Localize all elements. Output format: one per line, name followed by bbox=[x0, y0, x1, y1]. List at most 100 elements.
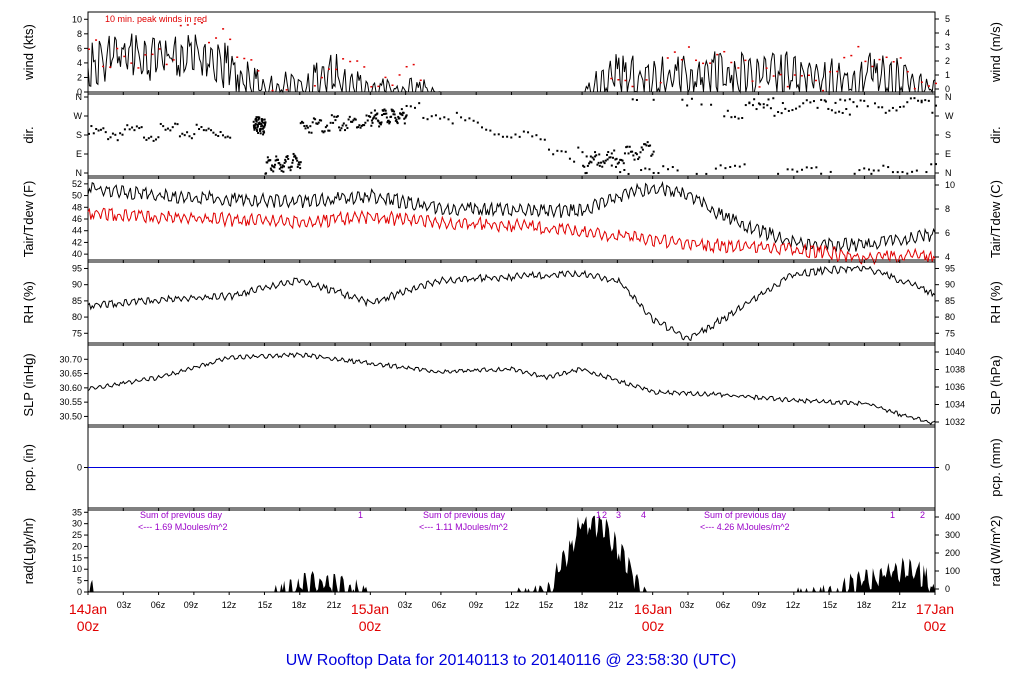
peak-wind-note: 10 min. peak winds in red bbox=[105, 14, 207, 24]
dir-point bbox=[617, 161, 620, 164]
dir-point bbox=[644, 167, 647, 170]
dir-point bbox=[777, 172, 780, 175]
dir-point bbox=[640, 146, 643, 149]
dir-point bbox=[705, 172, 708, 175]
dir-point bbox=[383, 108, 386, 111]
rad-sum-label-2: Sum of previous day bbox=[423, 510, 506, 520]
dir-point bbox=[394, 119, 397, 122]
dir-point bbox=[527, 131, 530, 134]
peak-wind-point bbox=[836, 70, 839, 73]
dir-point bbox=[291, 161, 294, 164]
dir-point bbox=[92, 132, 95, 135]
dir-point bbox=[868, 168, 871, 171]
day-label-date: 14Jan bbox=[69, 601, 107, 617]
hour-tick-label: 12z bbox=[505, 600, 520, 610]
dir-point bbox=[640, 169, 643, 172]
dir-point bbox=[157, 136, 160, 139]
hour-tick-label: 12z bbox=[786, 600, 801, 610]
dir-point bbox=[317, 121, 320, 124]
peak-wind-point bbox=[829, 71, 832, 73]
dir-point bbox=[815, 166, 818, 169]
dir-point bbox=[176, 123, 179, 126]
dir-point bbox=[90, 125, 93, 128]
dir-point bbox=[690, 97, 693, 100]
y-tick-label: N bbox=[76, 92, 83, 102]
hour-tick-label: 15z bbox=[258, 600, 273, 610]
dir-point bbox=[638, 156, 641, 159]
dir-point bbox=[891, 171, 894, 174]
dir-point bbox=[256, 126, 259, 129]
dir-point bbox=[439, 117, 442, 120]
dir-point bbox=[373, 109, 376, 112]
dir-point bbox=[585, 155, 588, 158]
rad-marker: 1 bbox=[358, 510, 363, 520]
dir-point bbox=[214, 133, 217, 136]
dir-point bbox=[863, 167, 866, 170]
dir-point bbox=[780, 112, 783, 115]
dir-point bbox=[279, 163, 282, 166]
dir-point bbox=[906, 101, 909, 104]
dir-point bbox=[315, 122, 318, 125]
dir-point bbox=[657, 172, 660, 175]
dir-point bbox=[603, 162, 606, 165]
hour-tick-label: 03z bbox=[398, 600, 413, 610]
dir-point bbox=[309, 125, 312, 128]
dir-point bbox=[198, 128, 201, 131]
peak-wind-point bbox=[236, 56, 239, 58]
dir-point bbox=[401, 114, 404, 117]
peak-wind-point bbox=[116, 47, 119, 50]
dir-point bbox=[648, 168, 651, 171]
dir-point bbox=[306, 126, 309, 129]
rad-sum-value-3: <--- 4.26 MJoules/m^2 bbox=[700, 522, 790, 532]
dir-point bbox=[564, 150, 567, 153]
peak-wind-point bbox=[666, 57, 669, 59]
peak-wind-point bbox=[843, 56, 846, 59]
dir-point bbox=[217, 135, 220, 138]
y-tick-label: 20 bbox=[72, 541, 82, 551]
peak-wind-point bbox=[892, 61, 895, 63]
dir-point bbox=[777, 111, 780, 114]
dir-point bbox=[859, 99, 862, 102]
peak-wind-point bbox=[356, 60, 359, 62]
dir-point bbox=[382, 109, 385, 112]
peak-wind-point bbox=[878, 58, 881, 61]
dir-point bbox=[310, 131, 313, 134]
dir-point bbox=[188, 135, 191, 138]
dir-point bbox=[224, 136, 227, 139]
y2-axis-label: SLP (hPa) bbox=[988, 355, 1003, 415]
dir-point bbox=[873, 102, 876, 105]
hour-tick-label: 21z bbox=[327, 600, 342, 610]
peak-wind-point bbox=[737, 67, 740, 69]
dir-point bbox=[834, 101, 837, 104]
dir-point bbox=[261, 121, 264, 124]
dir-point bbox=[614, 158, 617, 161]
hour-tick-label: 12z bbox=[222, 600, 237, 610]
dir-point bbox=[386, 121, 389, 124]
dir-point bbox=[714, 167, 717, 170]
y-tick-label: 48 bbox=[72, 202, 82, 212]
dir-point bbox=[784, 107, 787, 110]
dir-point bbox=[830, 109, 833, 112]
y-tick-label: 25 bbox=[72, 530, 82, 540]
dir-point bbox=[111, 132, 114, 135]
peak-wind-point bbox=[850, 54, 853, 57]
y2-tick-label: 10 bbox=[945, 180, 955, 190]
dir-point bbox=[594, 155, 597, 158]
y2-tick-label: 300 bbox=[945, 530, 960, 540]
dir-point bbox=[409, 105, 412, 108]
rad-sum-label-1: Sum of previous day bbox=[140, 510, 223, 520]
dir-point bbox=[609, 156, 612, 159]
dir-point bbox=[385, 112, 388, 115]
dir-point bbox=[183, 134, 186, 137]
peak-wind-point bbox=[751, 80, 754, 82]
y-tick-label: 52 bbox=[72, 179, 82, 189]
dir-point bbox=[535, 134, 538, 137]
dir-point bbox=[909, 97, 912, 100]
dir-point bbox=[370, 124, 373, 127]
dir-point bbox=[104, 131, 107, 134]
peak-wind-point bbox=[377, 85, 380, 88]
peak-wind-point bbox=[687, 46, 690, 48]
dir-point bbox=[600, 161, 603, 164]
dir-point bbox=[333, 115, 336, 118]
